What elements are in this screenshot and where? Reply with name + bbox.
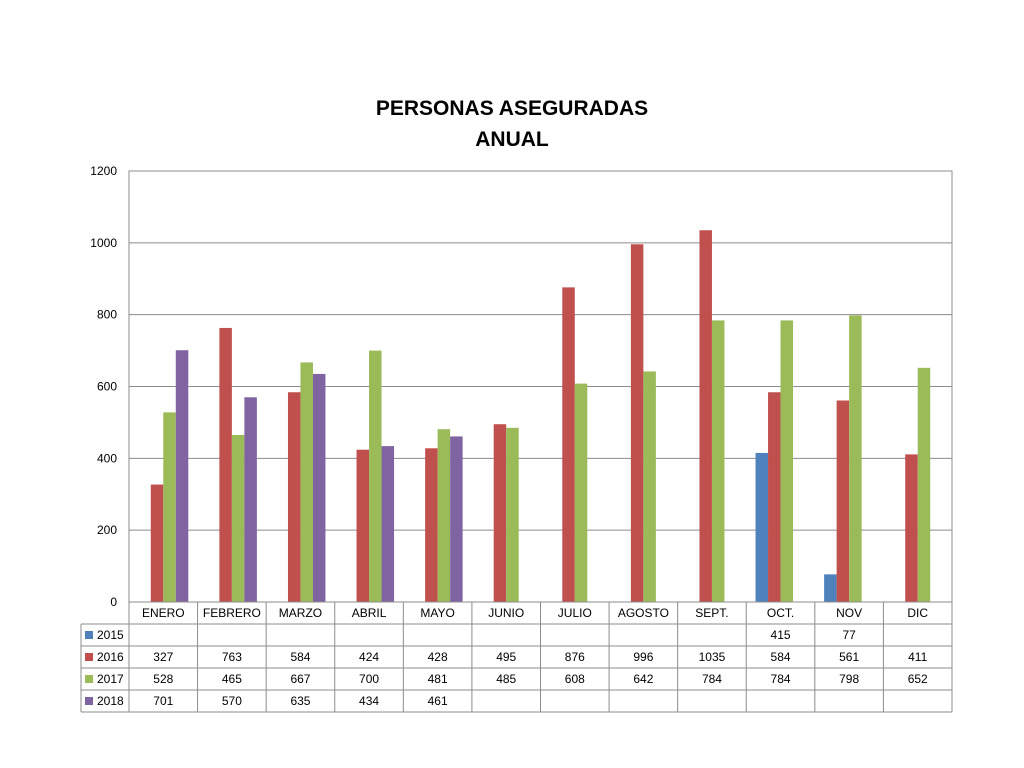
y-tick-label: 600 (97, 380, 117, 394)
x-tick-label: FEBRERO (203, 606, 261, 620)
y-tick-label: 800 (97, 308, 117, 322)
data-label: 77 (842, 628, 856, 642)
x-tick-label: NOV (836, 606, 862, 620)
bar-2017-OCT. (780, 320, 794, 602)
data-label: 424 (359, 650, 379, 664)
legend-swatch-2015 (85, 631, 93, 639)
bar-2016-ENERO (150, 484, 164, 602)
bar-2018-MARZO (312, 373, 326, 602)
data-label: 570 (222, 694, 242, 708)
data-label: 798 (839, 672, 859, 686)
bar-2017-AGOSTO (643, 371, 656, 602)
data-label: 485 (496, 672, 516, 686)
bar-2018-FEBRERO (244, 397, 257, 602)
bar-2017-ABRIL (369, 350, 382, 602)
bar-2017-MARZO (300, 362, 313, 602)
y-tick-label: 1000 (90, 236, 117, 250)
data-label: 461 (428, 694, 448, 708)
chart-title-line-1: PERSONAS ASEGURADAS (376, 97, 648, 120)
bar-2016-OCT. (768, 392, 781, 602)
bar-2017-DIC (917, 367, 931, 602)
bar-2018-MAYO (450, 436, 463, 602)
data-label: 608 (565, 672, 585, 686)
y-axis-ticks: 0 200 400 600 800 1000 1200 (90, 164, 117, 609)
x-tick-label: MARZO (279, 606, 322, 620)
legend-label-2016: 2016 (97, 650, 124, 664)
bar-2015-NOV (824, 574, 837, 602)
bar-2018-ABRIL (381, 446, 395, 602)
data-label: 642 (633, 672, 653, 686)
bar-2017-FEBRERO (231, 434, 245, 602)
data-label: 561 (839, 650, 859, 664)
data-label: 434 (359, 694, 379, 708)
bar-2017-JUNIO (506, 427, 519, 602)
data-label: 584 (771, 650, 791, 664)
x-tick-label: ENERO (142, 606, 185, 620)
bar-2016-AGOSTO (630, 244, 644, 602)
data-table: ENERO FEBRERO MARZO ABRIL MAYO JUNIO JULIO AGOS… (80, 601, 953, 713)
data-label: 327 (153, 650, 173, 664)
x-tick-label: DIC (907, 606, 928, 620)
data-label: 667 (290, 672, 310, 686)
data-label: 876 (565, 650, 585, 664)
bar-2016-JUNIO (493, 424, 507, 602)
bar-2016-MARZO (287, 392, 301, 602)
bar-2017-ENERO (163, 412, 176, 602)
x-tick-label: ABRIL (352, 606, 387, 620)
bar-2016-MAYO (425, 448, 438, 602)
data-label: 411 (908, 650, 927, 664)
bars (150, 230, 931, 602)
data-label: 584 (290, 650, 310, 664)
legend-label-2017: 2017 (97, 672, 124, 686)
data-label: 701 (153, 694, 173, 708)
bar-2017-MAYO (437, 429, 451, 602)
x-tick-label: MAYO (420, 606, 454, 620)
bar-2015-OCT. (755, 452, 769, 602)
bar-2017-SEPT. (711, 320, 725, 602)
data-label: 635 (290, 694, 310, 708)
data-label: 415 (771, 628, 791, 642)
legend-swatch-2017 (85, 675, 93, 683)
legend-swatch-2016 (85, 653, 93, 661)
gridlines (128, 170, 953, 603)
legend-label-2018: 2018 (97, 694, 124, 708)
y-tick-label: 400 (97, 451, 117, 465)
data-label: 465 (222, 672, 242, 686)
x-tick-label: SEPT. (695, 606, 728, 620)
bar-2016-NOV (836, 400, 850, 602)
bar-2017-JULIO (574, 383, 588, 602)
data-label: 652 (908, 672, 928, 686)
y-tick-label: 0 (110, 595, 117, 609)
y-tick-label: 200 (97, 523, 117, 537)
data-label: 495 (496, 650, 516, 664)
bar-2016-FEBRERO (219, 327, 232, 602)
data-label: 700 (359, 672, 379, 686)
data-label: 1035 (699, 650, 726, 664)
x-tick-label: AGOSTO (618, 606, 669, 620)
legend-swatch-2018 (85, 697, 93, 705)
bar-2016-ABRIL (356, 449, 370, 602)
data-label: 784 (771, 672, 791, 686)
x-tick-label: OCT. (767, 606, 794, 620)
bar-2018-ENERO (175, 350, 189, 602)
data-label: 528 (153, 672, 173, 686)
bar-2016-DIC (905, 454, 918, 602)
data-label: 996 (633, 650, 653, 664)
legend-label-2015: 2015 (97, 628, 124, 642)
data-label: 784 (702, 672, 722, 686)
data-label: 428 (428, 650, 448, 664)
x-tick-label: JULIO (558, 606, 592, 620)
data-label: 481 (428, 672, 448, 686)
x-tick-label: JUNIO (488, 606, 524, 620)
data-label: 763 (222, 650, 242, 664)
chart-title-line-2: ANUAL (475, 128, 549, 151)
bar-2016-SEPT. (699, 230, 712, 602)
bar-2017-NOV (849, 315, 862, 602)
y-tick-label: 1200 (90, 164, 117, 178)
bar-2016-JULIO (562, 287, 575, 602)
